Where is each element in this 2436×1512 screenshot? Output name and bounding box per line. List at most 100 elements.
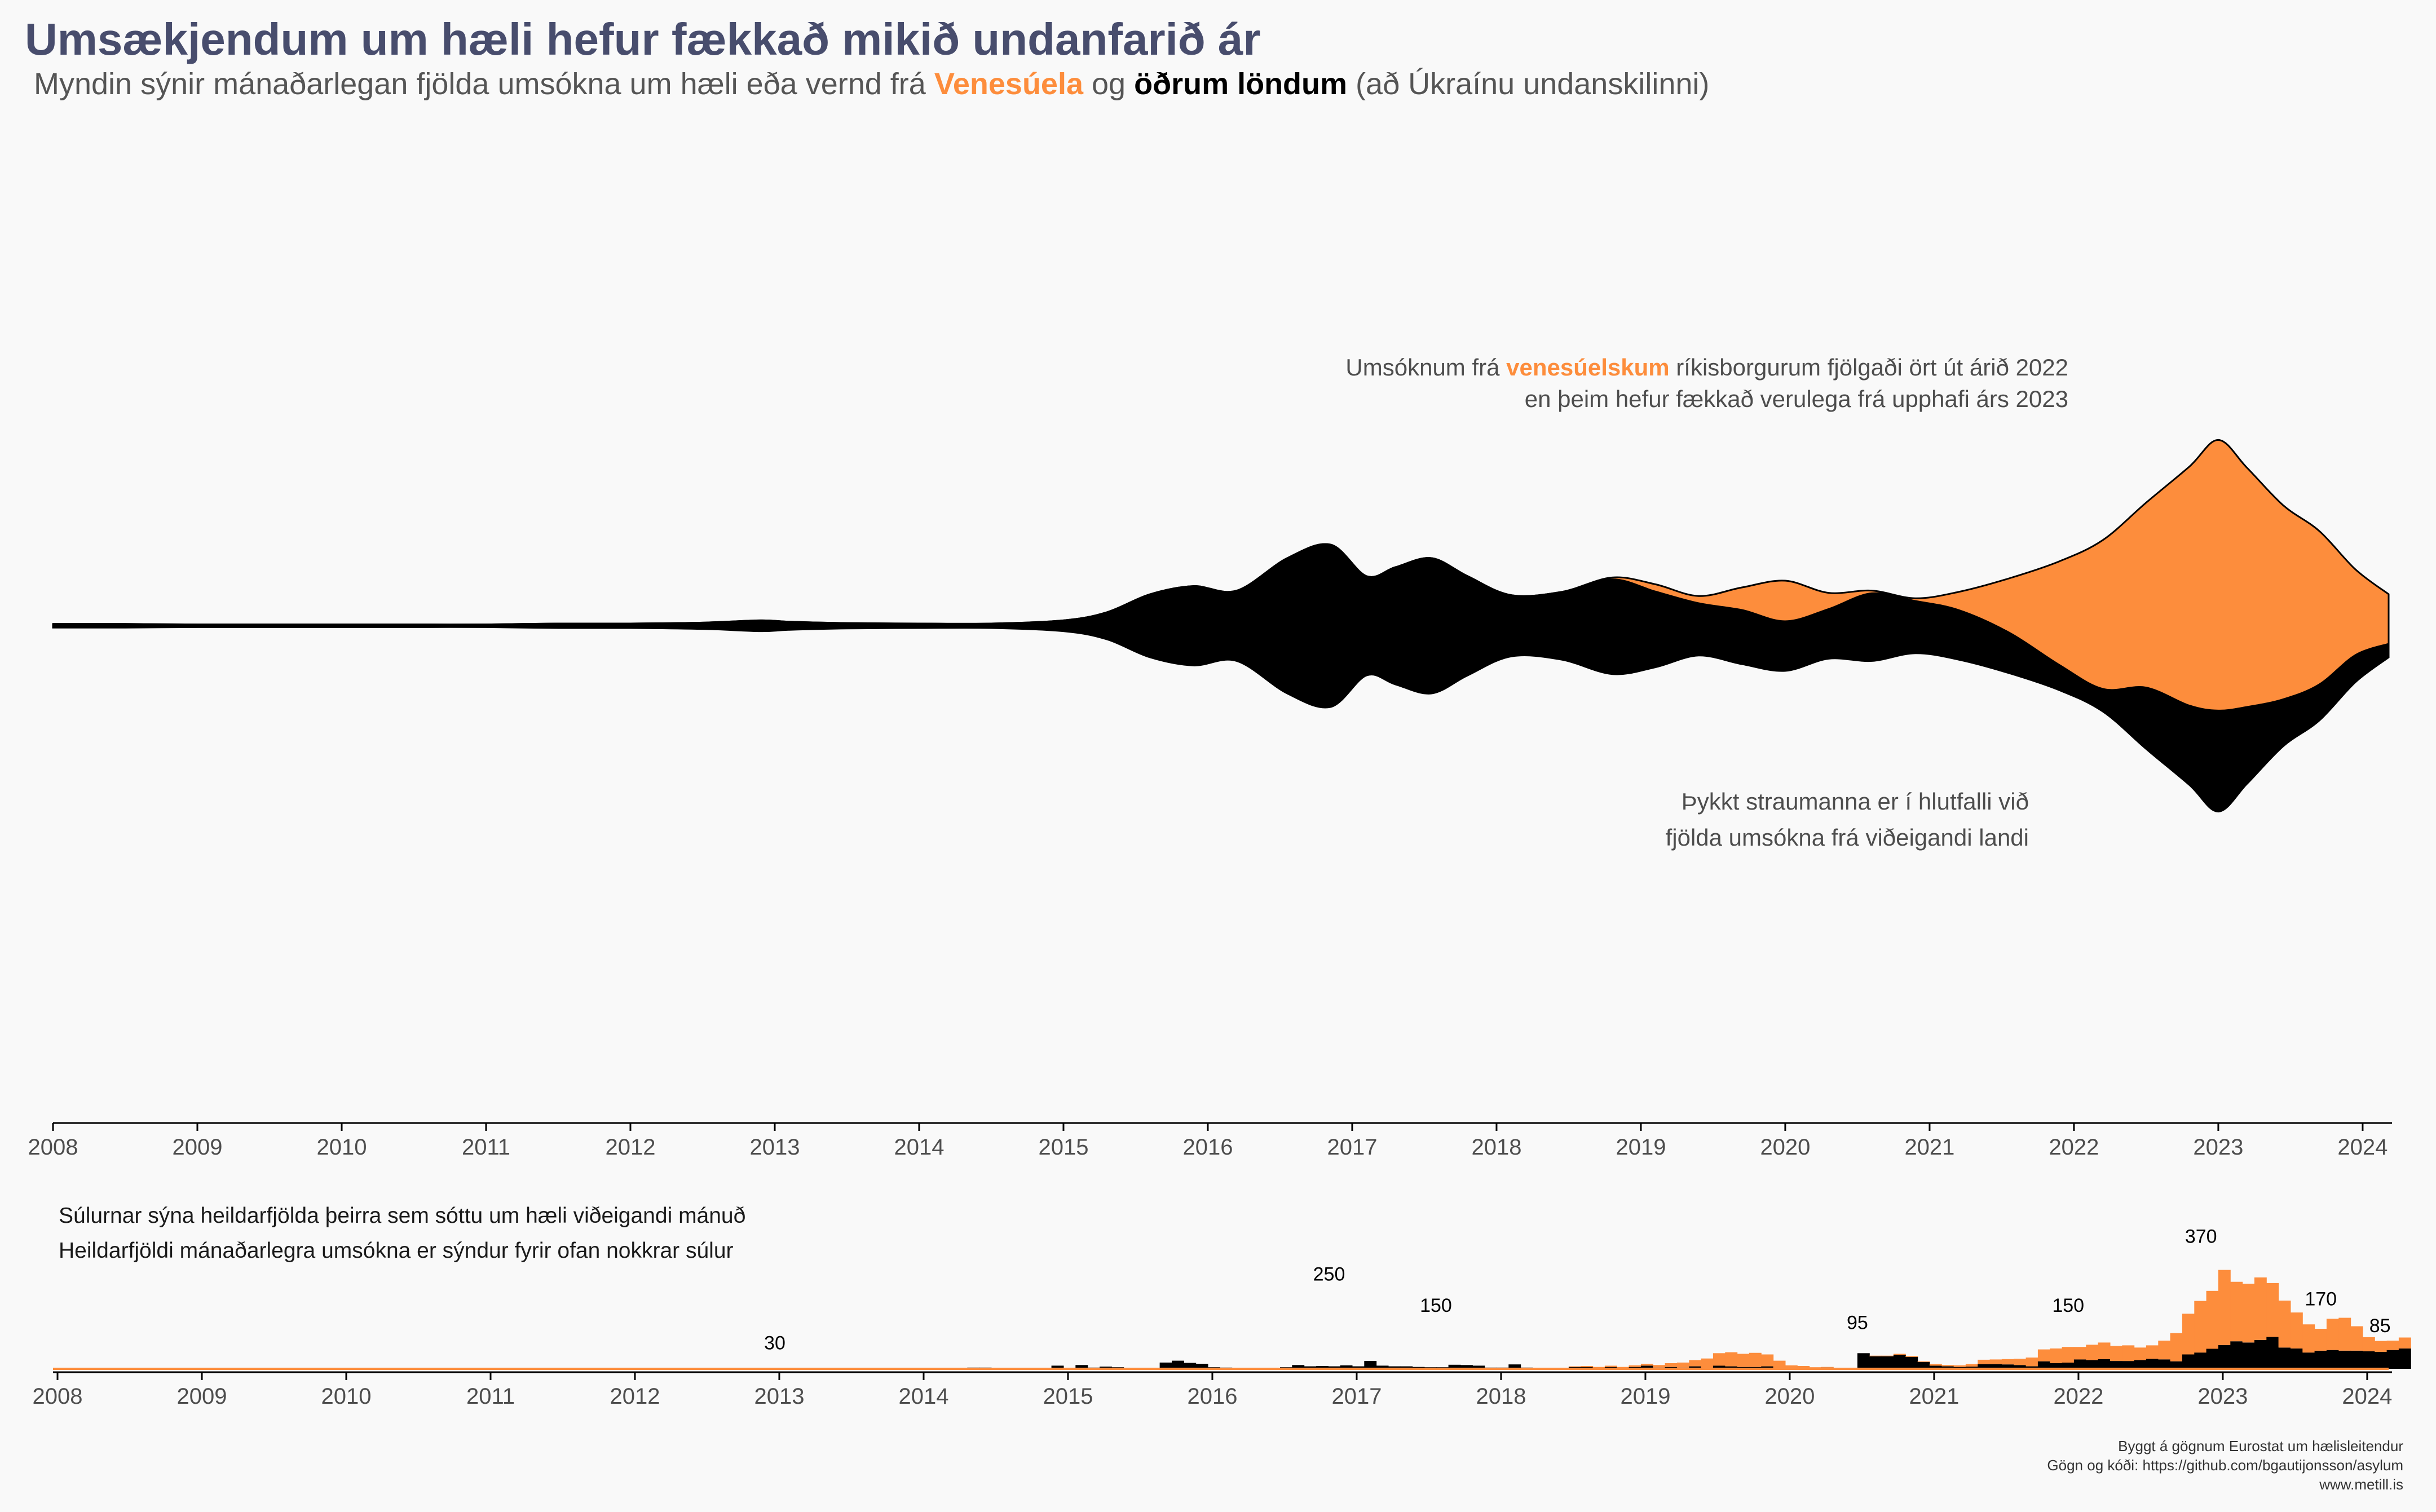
- annotation-thickness-line-2: fjölda umsókna frá viðeigandi landi: [1665, 824, 2029, 851]
- stream-tick-label: 2011: [462, 1135, 510, 1160]
- stream-tick-label: 2015: [1038, 1135, 1088, 1160]
- bar-others: [2134, 1360, 2147, 1369]
- annotation-thickness-line-1: Þykkt straumanna er í hlutfalli við: [1681, 788, 2029, 815]
- annotation-text: ríkisborgurum fjölgaði ört út árið 2022: [1669, 354, 2068, 381]
- bar-value-label: 150: [2052, 1295, 2084, 1316]
- source-caption: Byggt á gögnum Eurostat um hælisleitendu…: [2047, 1436, 2403, 1494]
- bar-others: [1172, 1360, 1184, 1369]
- bar-others: [2158, 1359, 2171, 1369]
- bar-others: [1051, 1365, 1064, 1369]
- subtitle-text-after: (að Úkraínu undanskilinni): [1347, 67, 1710, 101]
- bar-others: [1292, 1365, 1305, 1369]
- bar-venezuela: [1713, 1353, 1726, 1366]
- bar-others: [1328, 1366, 1341, 1369]
- bar-others: [1905, 1356, 1918, 1369]
- bar-venezuela: [2050, 1348, 2063, 1363]
- bar-venezuela: [2386, 1341, 2399, 1350]
- bar-venezuela: [2098, 1342, 2111, 1359]
- bar-others: [2326, 1350, 2339, 1369]
- bar-chart-x-axis: 2008 2009 2010 2011 2012 2013 2014 2015 2016 2017…: [33, 1371, 2392, 1409]
- stream-tick-label: 2019: [1616, 1135, 1666, 1160]
- bar-others: [2001, 1364, 2014, 1369]
- bar-venezuela: [1665, 1363, 1678, 1367]
- bar-others: [1640, 1365, 1653, 1369]
- bar-others: [2266, 1337, 2279, 1369]
- bar-venezuela: [2206, 1290, 2219, 1349]
- bar-venezuela: [2158, 1341, 2171, 1360]
- stream-tick-label: 2012: [605, 1135, 655, 1160]
- bar-value-label: 150: [1420, 1295, 1452, 1316]
- subtitle-others-highlight: öðrum löndum: [1134, 67, 1348, 101]
- bar-others: [1869, 1356, 1882, 1369]
- stream-tick-label: 2020: [1760, 1135, 1810, 1160]
- annotation-highlight: venesúelskum: [1506, 354, 1670, 381]
- stream-tick-label: 2010: [316, 1135, 367, 1160]
- bar-others: [2062, 1362, 2075, 1369]
- bar-venezuela: [2362, 1337, 2375, 1351]
- bar-others: [1472, 1365, 1485, 1369]
- bar-venezuela: [2218, 1270, 2231, 1345]
- bar-others: [2122, 1361, 2135, 1369]
- stream-tick-label: 2013: [749, 1135, 800, 1160]
- bar-others: [2302, 1352, 2315, 1369]
- bar-venezuela: [2086, 1345, 2099, 1360]
- stream-tick-label: 2021: [1904, 1135, 1954, 1160]
- bar-venezuela: [1701, 1358, 1714, 1368]
- bar-tick-label: 2013: [754, 1384, 804, 1409]
- caption-line-3: www.metill.is: [2319, 1476, 2403, 1493]
- bar-venezuela: [1893, 1354, 1906, 1355]
- bar-venezuela: [1785, 1365, 1798, 1369]
- bar-value-label: 370: [2185, 1226, 2217, 1248]
- bar-venezuela: [1629, 1365, 1641, 1367]
- bar-others: [1929, 1365, 1942, 1369]
- bar-tick-label: 2012: [610, 1384, 660, 1409]
- bar-others: [2014, 1365, 2027, 1369]
- bar-others: [2278, 1347, 2291, 1369]
- stream-tick-label: 2017: [1327, 1135, 1377, 1160]
- bar-others: [2073, 1359, 2086, 1369]
- caption-line-2: Gögn og kóði: https://github.com/bgautij…: [2047, 1457, 2403, 1474]
- bar-others: [1448, 1364, 1461, 1369]
- bar-value-label: 95: [1847, 1312, 1868, 1333]
- bar-venezuela: [2290, 1312, 2303, 1349]
- bar-tick-label: 2017: [1331, 1384, 1382, 1409]
- bar-tick-label: 2024: [2342, 1384, 2392, 1409]
- bar-value-label: 170: [2305, 1289, 2337, 1310]
- bar-others: [2242, 1342, 2255, 1369]
- bar-venezuela: [1749, 1352, 1762, 1367]
- bar-others: [2206, 1349, 2219, 1369]
- bar-venezuela: [1797, 1366, 1810, 1369]
- bar-venezuela: [2062, 1347, 2075, 1363]
- bar-others: [1689, 1366, 1702, 1369]
- stream-tick-label: 2023: [2193, 1135, 2243, 1160]
- bar-others: [2338, 1350, 2351, 1369]
- bar-venezuela: [1676, 1362, 1689, 1368]
- stream-tick-label: 2022: [2049, 1135, 2099, 1160]
- caption-line-1: Byggt á gögnum Eurostat um hælisleitendu…: [2118, 1438, 2403, 1454]
- bar-venezuela: [1929, 1364, 1942, 1366]
- stream-tick-label: 2009: [173, 1135, 223, 1160]
- annotation-venezuela-line-1: Umsóknum frá venesúelskum ríkisborgurum …: [1345, 352, 2068, 383]
- bar-others: [1881, 1356, 1894, 1369]
- bar-venezuela: [1617, 1367, 1630, 1368]
- bar-others: [2386, 1350, 2399, 1369]
- bar-others: [1857, 1353, 1870, 1369]
- bar-others: [1388, 1366, 1401, 1369]
- bar-tick-label: 2009: [177, 1384, 227, 1409]
- bar-value-label: 85: [2369, 1315, 2391, 1337]
- bar-others: [2086, 1360, 2099, 1369]
- bar-others: [1159, 1362, 1172, 1369]
- bar-venezuela: [1604, 1365, 1617, 1367]
- bar-venezuela: [2230, 1281, 2243, 1342]
- bar-venezuela: [1653, 1365, 1666, 1368]
- bar-venezuela: [2001, 1359, 2014, 1365]
- bar-venezuela: [1592, 1367, 1605, 1368]
- streamgraph-x-axis: 2008 2009 2010 2011 2012 2013 2014 2015 2016 2017…: [28, 1122, 2392, 1160]
- bar-venezuela: [2014, 1359, 2027, 1365]
- annotation-venezuela-line-2: en þeim hefur fækkað verulega frá upphaf…: [1524, 386, 2068, 412]
- stream-tick-label: 2024: [2337, 1135, 2388, 1160]
- bar-venezuela: [1725, 1352, 1738, 1367]
- bar-value-label: 30: [764, 1332, 785, 1354]
- bar-others: [2398, 1348, 2411, 1369]
- bar-others: [1316, 1366, 1329, 1369]
